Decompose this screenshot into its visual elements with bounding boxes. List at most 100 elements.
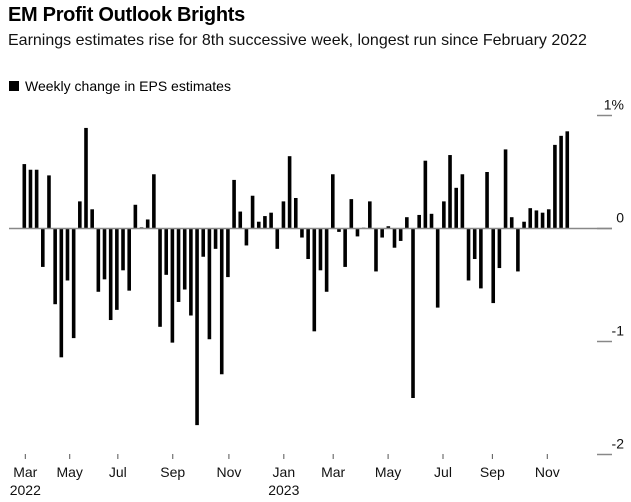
x-tick-label: Nov <box>535 464 560 480</box>
bar <box>226 228 230 278</box>
bar <box>269 212 273 229</box>
x-tick-label: Sep <box>160 464 185 480</box>
bar <box>355 228 360 237</box>
bar <box>300 228 304 238</box>
bar <box>374 228 378 272</box>
bar <box>472 228 477 260</box>
bar <box>324 228 329 292</box>
bar <box>22 164 27 229</box>
bar <box>256 221 261 229</box>
x-tick-label: Mar <box>13 464 37 480</box>
bar <box>102 228 107 280</box>
bar <box>435 228 440 308</box>
bar <box>546 209 551 229</box>
bar <box>96 228 101 292</box>
bar <box>497 228 502 269</box>
bar <box>318 228 323 271</box>
x-tick-label: Mar <box>321 464 345 480</box>
x-tick-label: Nov <box>216 464 241 480</box>
bar <box>460 174 465 229</box>
bar <box>84 127 88 229</box>
bar <box>90 209 94 229</box>
bar <box>559 135 563 229</box>
bar <box>491 228 496 304</box>
bar <box>380 228 384 238</box>
bar <box>392 228 397 248</box>
y-tick-label: 0 <box>616 210 624 226</box>
bar <box>238 211 243 229</box>
x-tick-label: May <box>375 464 401 480</box>
y-tick-label: -2 <box>612 436 625 452</box>
bar <box>522 221 526 229</box>
x-tick-label: May <box>56 464 82 480</box>
bar <box>448 155 452 229</box>
bar <box>405 217 409 229</box>
bar <box>158 228 162 327</box>
bar <box>343 228 347 267</box>
bar <box>306 228 310 260</box>
bar <box>349 199 354 229</box>
bar <box>108 228 113 321</box>
bar <box>509 217 514 229</box>
x-year-label: 2023 <box>268 482 299 498</box>
bar <box>312 228 317 332</box>
bar <box>121 228 125 271</box>
x-year-label: 2022 <box>10 482 41 498</box>
legend-label: Weekly change in EPS estimates <box>25 78 231 94</box>
bar <box>28 169 33 229</box>
bar <box>115 228 119 310</box>
bar <box>466 228 471 281</box>
legend: Weekly change in EPS estimates <box>9 78 231 94</box>
bar <box>454 187 458 229</box>
bar <box>534 210 539 229</box>
bar <box>386 226 391 229</box>
chart-subtitle: Earnings estimates rise for 8th successi… <box>8 32 587 49</box>
bar <box>219 228 224 375</box>
bar <box>65 228 70 281</box>
bar-series <box>22 127 570 426</box>
bar <box>485 172 489 229</box>
bar <box>164 228 169 275</box>
bar <box>244 228 249 246</box>
bar <box>479 228 483 289</box>
bar <box>423 160 428 229</box>
bar <box>176 228 181 302</box>
bar <box>368 201 372 229</box>
bar <box>331 174 335 229</box>
bar <box>201 228 206 257</box>
bar <box>182 228 187 290</box>
bar <box>503 149 508 229</box>
y-tick-label: 1% <box>604 97 624 113</box>
bar <box>78 201 82 229</box>
chart-title: EM Profit Outlook Brights <box>8 4 245 26</box>
legend-swatch-icon <box>9 81 19 91</box>
x-axis: Mar 2022 May Jul Sep Nov Jan 2023 Mar May Jul Sep No… <box>10 454 560 498</box>
y-axis: 1% 0 -1 -2 <box>597 97 625 456</box>
bar <box>411 228 415 398</box>
bar <box>429 213 434 229</box>
bar <box>59 228 64 358</box>
bar <box>71 228 76 339</box>
bar <box>516 228 520 272</box>
bar <box>47 175 51 229</box>
bar <box>41 228 45 267</box>
bar <box>540 212 545 229</box>
bar <box>53 228 57 305</box>
x-tick-label: Jul <box>109 464 127 480</box>
bar <box>213 228 218 249</box>
bar <box>553 144 557 229</box>
bar <box>287 156 292 229</box>
x-tick-label: Jan <box>273 464 296 480</box>
bar <box>232 179 236 229</box>
bar <box>293 197 298 229</box>
bar <box>127 228 131 291</box>
bar <box>337 228 341 232</box>
bar <box>34 169 39 229</box>
bar <box>275 228 280 249</box>
y-tick-label: -1 <box>612 323 625 339</box>
bar <box>565 131 570 229</box>
bar <box>263 216 267 229</box>
bar <box>442 201 446 229</box>
bar <box>207 228 212 340</box>
